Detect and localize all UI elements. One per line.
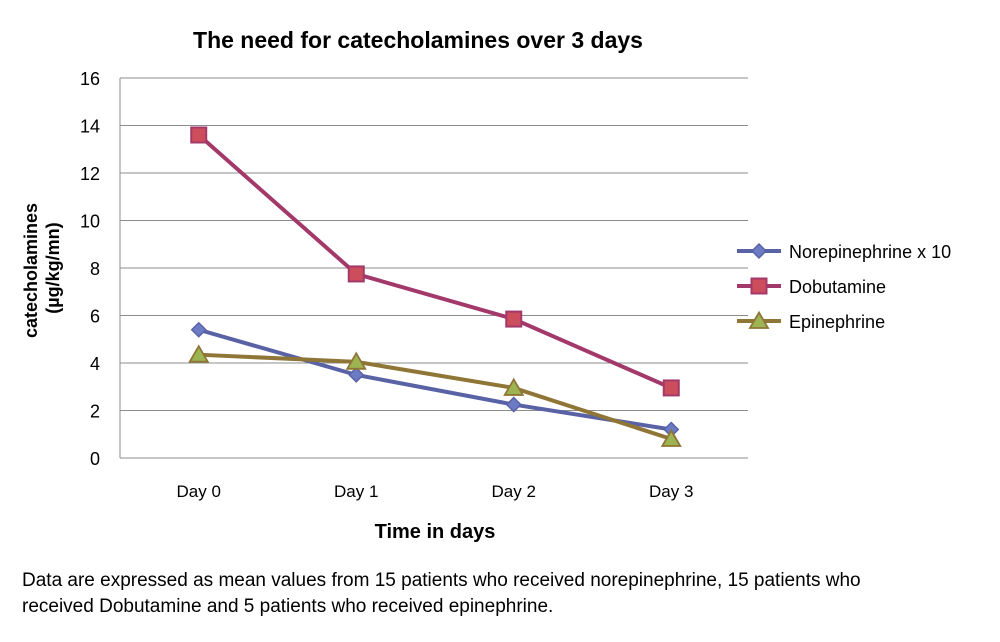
data-point (347, 265, 365, 283)
legend-label: Dobutamine (789, 277, 886, 297)
y-axis-label-line-1: catecholamines (21, 203, 41, 338)
series-group (188, 126, 682, 447)
caption-line-2: received Dobutamine and 5 patients who r… (22, 596, 554, 617)
data-point (662, 379, 680, 397)
y-tick-label: 2 (90, 402, 100, 422)
y-tick-label: 14 (80, 117, 100, 137)
chart-title: The need for catecholamines over 3 days (193, 27, 643, 53)
x-tick-label: Day 3 (649, 482, 693, 501)
series-line (198, 327, 672, 432)
y-tick-label: 12 (80, 164, 100, 184)
data-point (190, 126, 208, 144)
x-axis-label: Time in days (375, 521, 496, 543)
series-line (197, 133, 673, 390)
line-chart: The need for catecholamines over 3 days … (21, 27, 951, 543)
x-axis-ticks: Day 0 Day 1 Day 2 Day 3 (177, 482, 694, 501)
legend-marker (750, 242, 768, 260)
series-line (198, 352, 672, 441)
data-point (505, 310, 523, 328)
data-point (503, 377, 525, 396)
legend: Norepinephrine x 10 Dobutamine Epinephrine (737, 242, 951, 332)
data-point (348, 366, 365, 383)
data-point (190, 321, 207, 338)
data-point (345, 351, 367, 370)
gridlines (119, 77, 748, 459)
data-point (660, 428, 682, 447)
y-axis-label-line-2: (µg/kg/mn) (43, 222, 63, 313)
y-tick-label: 8 (90, 259, 100, 279)
caption: Data are expressed as mean values from 1… (22, 568, 982, 620)
x-tick-label: Day 2 (492, 482, 536, 501)
caption-line-1: Data are expressed as mean values from 1… (22, 570, 861, 591)
x-tick-label: Day 1 (334, 482, 378, 501)
y-axis-ticks: 0 2 4 6 8 10 12 14 16 (80, 69, 100, 469)
y-tick-label: 16 (80, 69, 100, 89)
legend-label: Norepinephrine x 10 (789, 242, 951, 262)
legend-label: Epinephrine (789, 312, 885, 332)
y-tick-label: 0 (90, 449, 100, 469)
y-tick-label: 10 (80, 212, 100, 232)
x-tick-label: Day 0 (177, 482, 221, 501)
data-point (188, 344, 210, 363)
y-tick-label: 4 (90, 354, 100, 374)
y-axis-label: catecholamines (µg/kg/mn) (21, 198, 63, 338)
legend-marker (750, 277, 768, 295)
legend-marker (748, 310, 770, 329)
y-tick-label: 6 (90, 307, 100, 327)
data-point (505, 396, 522, 413)
